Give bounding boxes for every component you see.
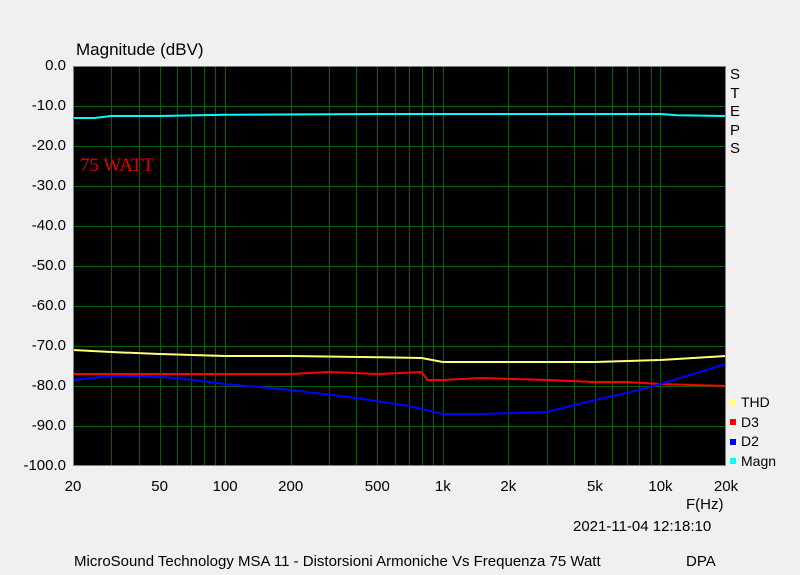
series-line-d3 [73, 370, 727, 387]
y-tick-label: -40.0 [31, 217, 66, 234]
series-line-magn [73, 113, 727, 119]
x-axis-label: F(Hz) [686, 496, 724, 513]
x-tick-label: 100 [212, 478, 238, 495]
series-line-d2 [72, 363, 727, 415]
series-group [72, 113, 727, 415]
side-label-char: P [729, 121, 740, 139]
y-tick-label: -50.0 [31, 257, 66, 274]
x-tick-label: 5k [587, 478, 603, 495]
y-tick-label: -20.0 [31, 137, 66, 154]
legend-swatch [730, 399, 736, 406]
x-tick-label: 20k [713, 478, 739, 495]
legend-item-d2: D2 [730, 432, 776, 452]
plot-border [73, 66, 726, 466]
y-axis-label: Magnitude (dBV) [76, 40, 204, 59]
annotation-75-watt: 75 WATT [80, 155, 155, 176]
side-label-char: S [729, 66, 740, 83]
series-line-thd [72, 349, 727, 363]
x-tick-label: 10k [648, 478, 673, 495]
legend-label: Magn [741, 452, 777, 469]
legend-item-thd: THD [730, 393, 776, 413]
x-tick-label: 20 [64, 478, 82, 495]
y-tick-label: -10.0 [31, 97, 66, 114]
legend-label: THD [741, 394, 770, 410]
y-tick-label: -60.0 [31, 297, 66, 314]
side-label-char: E [729, 103, 740, 120]
legend: THD D3 D2 Magn [730, 393, 776, 471]
x-tick-label: 200 [278, 478, 304, 495]
side-label: S T E P S [728, 66, 742, 159]
y-tick-label: -80.0 [31, 377, 66, 394]
legend-label: D3 [741, 413, 759, 430]
y-tick-label: 0.0 [45, 57, 66, 74]
legend-swatch [730, 438, 736, 445]
y-tick-label: -90.0 [31, 417, 66, 434]
legend-swatch [730, 458, 736, 465]
y-tick-label: -30.0 [31, 177, 66, 194]
y-tick-label: -70.0 [31, 337, 66, 354]
legend-item-magn: Magn [730, 452, 776, 472]
footer-right-label: DPA [686, 553, 716, 570]
timestamp: 2021-11-04 12:18:10 [573, 518, 712, 535]
side-label-char: T [730, 84, 740, 102]
x-tick-label: 1k [434, 478, 451, 495]
side-label-char: S [729, 140, 740, 157]
x-tick-label: 2k [500, 478, 517, 495]
legend-swatch [730, 419, 736, 426]
y-tick-label: -100.0 [23, 457, 66, 474]
footer-title: MicroSound Technology MSA 11 - Distorsio… [74, 553, 601, 570]
x-tick-label: 50 [151, 478, 168, 495]
grid [73, 66, 726, 466]
legend-label: D2 [741, 433, 759, 449]
x-tick-label: 500 [364, 478, 390, 495]
legend-item-d3: D3 [730, 413, 776, 433]
